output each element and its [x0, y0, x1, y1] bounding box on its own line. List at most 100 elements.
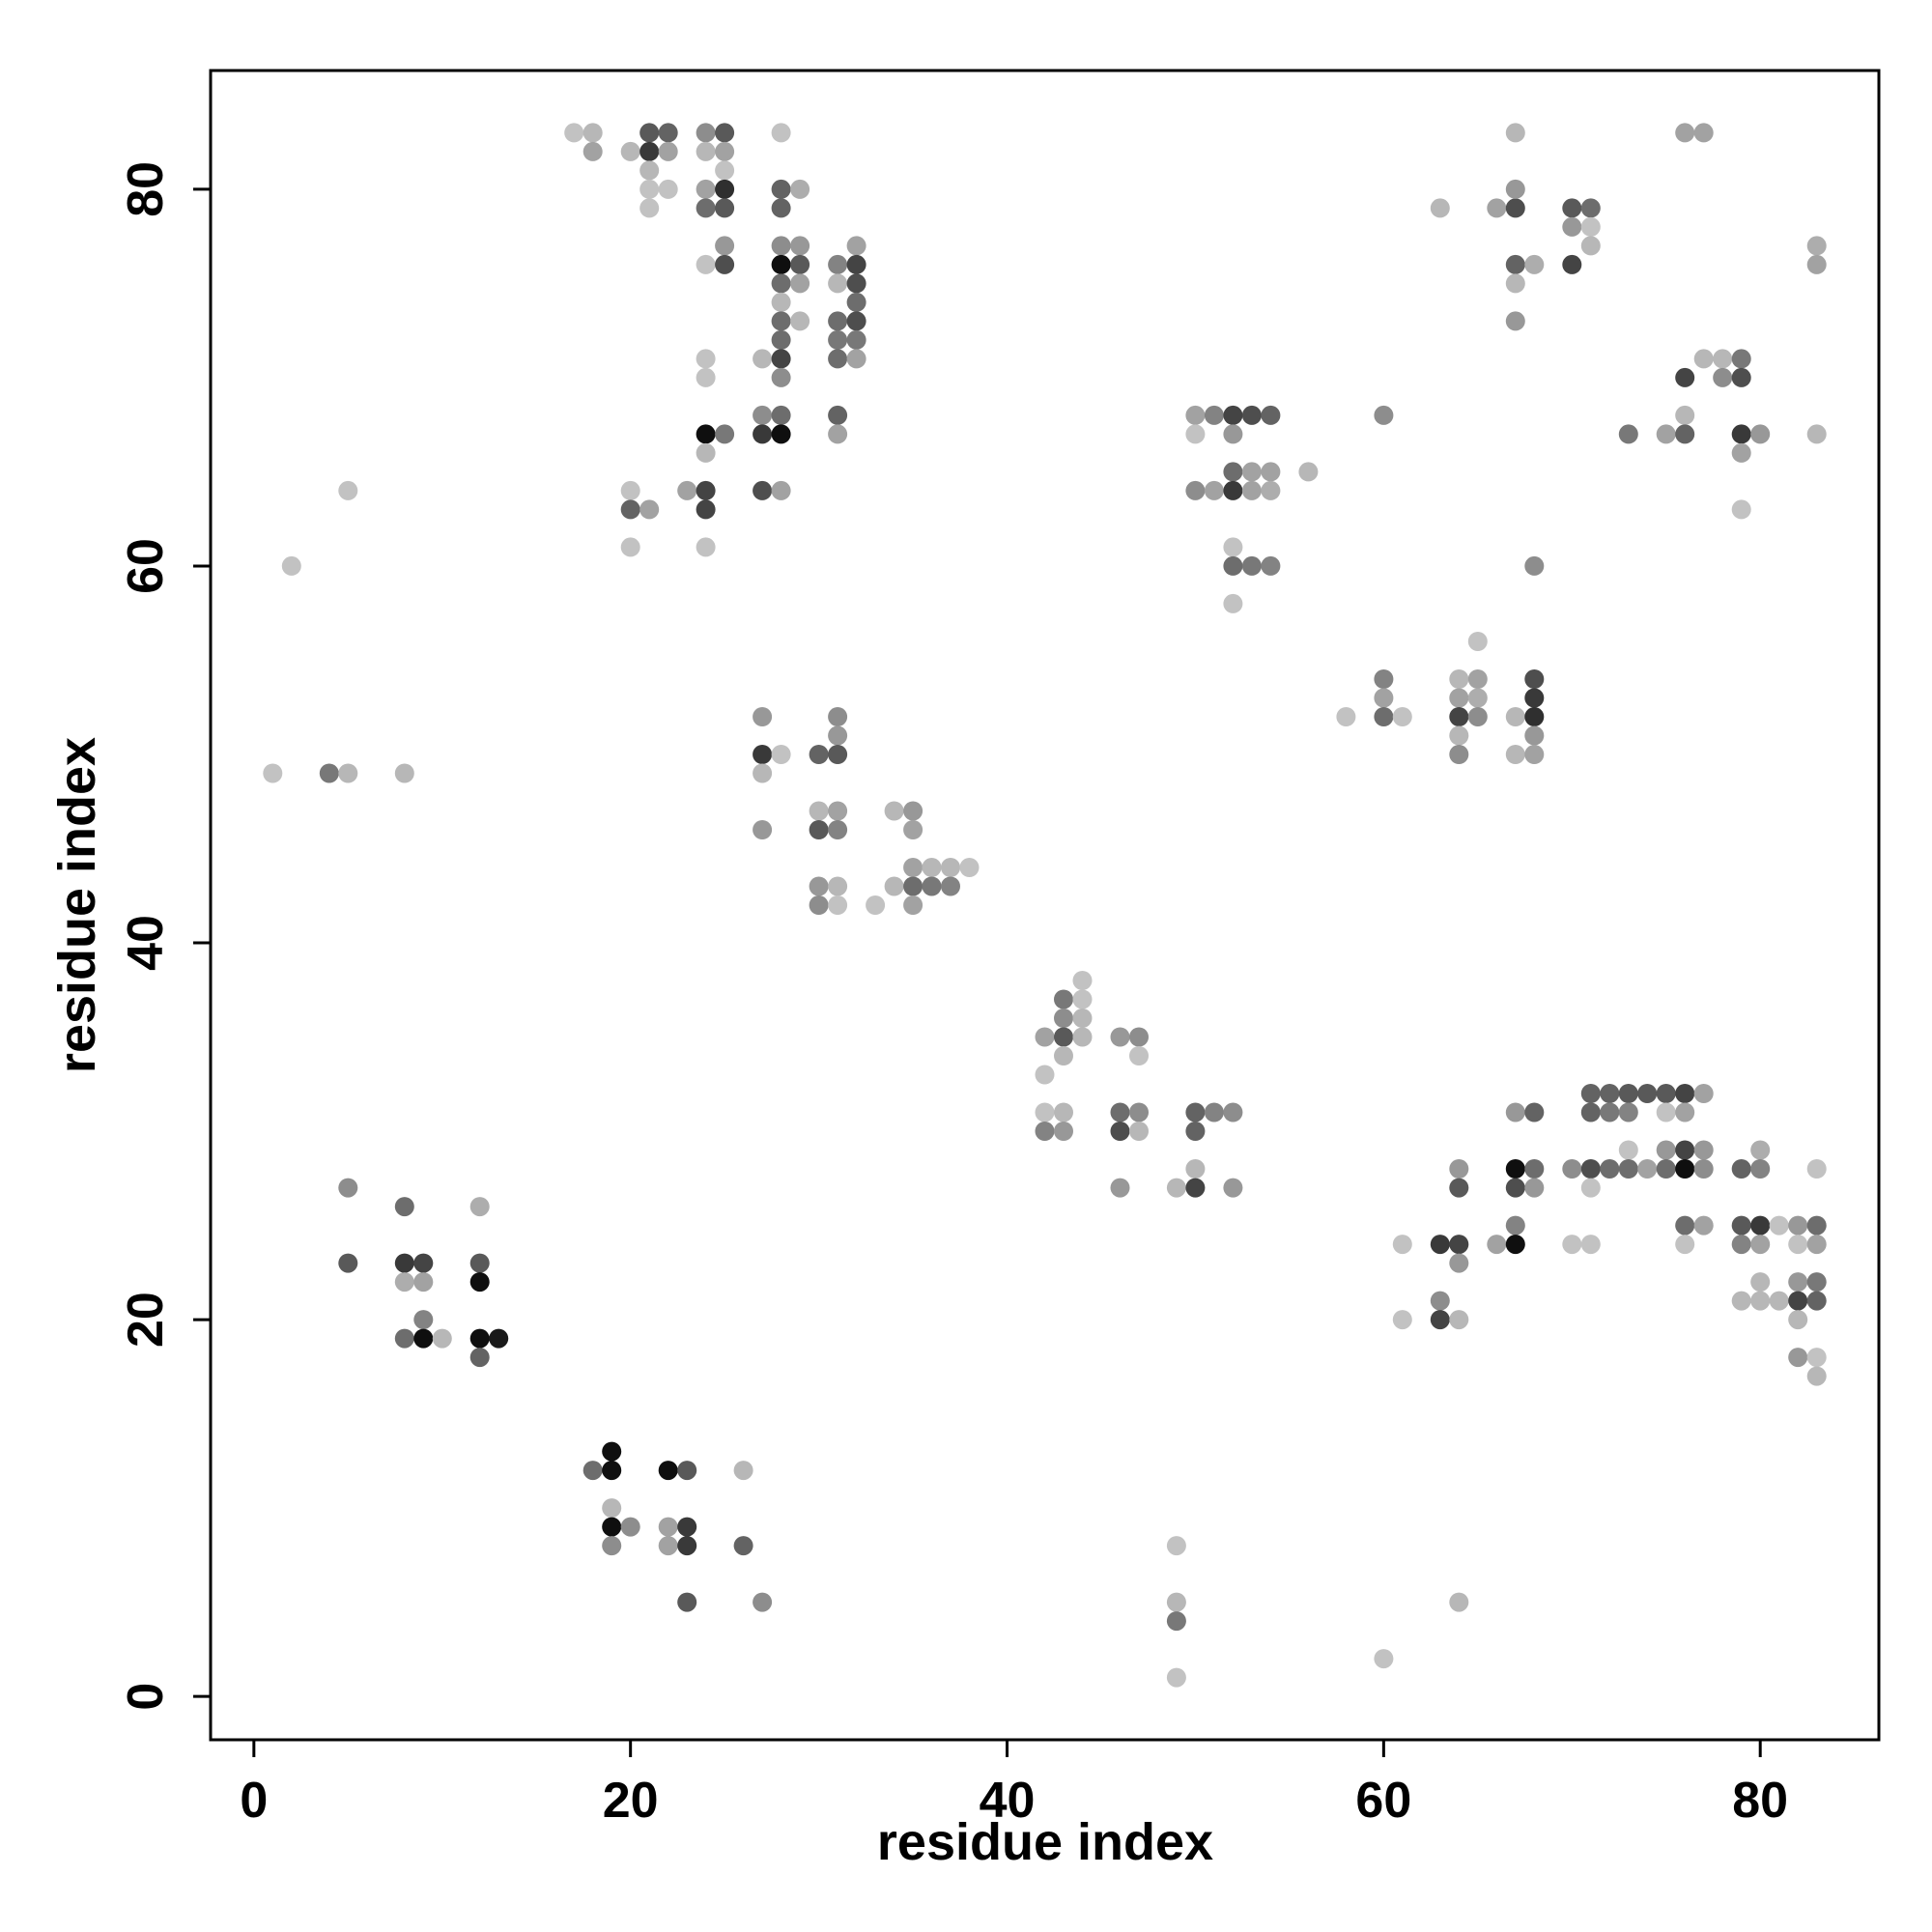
data-point-209: [1467, 688, 1488, 708]
data-point-63: [771, 367, 791, 387]
data-point-149: [1110, 1122, 1130, 1141]
data-point-8: [394, 1197, 414, 1217]
data-point-230: [1580, 198, 1601, 218]
data-point-255: [1806, 236, 1827, 256]
data-point-140: [1035, 1102, 1055, 1122]
data-point-105: [809, 801, 829, 821]
data-point-130: [1054, 1009, 1073, 1028]
data-point-161: [677, 1461, 697, 1481]
data-point-100: [753, 745, 773, 764]
data-point-185: [1185, 424, 1206, 444]
data-point-244: [1731, 349, 1751, 369]
data-point-175: [1166, 1592, 1186, 1612]
data-point-330: [1806, 1348, 1827, 1368]
data-point-208: [1449, 688, 1469, 708]
x-axis-title: residue index: [877, 1813, 1213, 1871]
data-point-2: [319, 763, 339, 783]
data-point-64: [828, 254, 848, 274]
data-point-192: [1204, 480, 1224, 500]
data-point-34: [639, 198, 660, 218]
data-point-28: [658, 123, 678, 143]
data-point-285: [1731, 1159, 1751, 1179]
data-point-48: [771, 179, 791, 199]
data-point-267: [1618, 1102, 1638, 1122]
data-point-12: [413, 1272, 434, 1293]
data-point-73: [846, 329, 867, 350]
data-point-312: [1750, 1235, 1771, 1255]
data-point-66: [846, 254, 867, 274]
data-point-216: [1505, 707, 1525, 726]
data-point-51: [771, 236, 791, 256]
data-point-37: [696, 141, 716, 161]
data-point-44: [715, 236, 735, 256]
data-point-156: [1223, 1178, 1243, 1198]
data-point-132: [1035, 1027, 1055, 1047]
data-point-52: [790, 236, 810, 256]
data-point-131: [1072, 1009, 1093, 1028]
data-point-74: [828, 349, 848, 369]
data-point-303: [1392, 1235, 1412, 1255]
data-point-11: [394, 1272, 414, 1293]
y-axis: 0 20 40 60 80: [118, 161, 211, 1711]
data-point-136: [1129, 1027, 1149, 1047]
data-point-109: [753, 820, 773, 839]
data-point-16: [432, 1328, 452, 1349]
data-point-150: [1129, 1122, 1149, 1141]
data-point-126: [903, 895, 923, 915]
data-point-146: [1223, 1102, 1243, 1122]
data-point-168: [602, 1536, 622, 1556]
data-point-98: [828, 707, 848, 726]
data-point-89: [639, 499, 660, 520]
data-point-181: [1204, 405, 1224, 425]
data-point-45: [696, 254, 716, 274]
data-point-122: [941, 876, 960, 896]
data-point-134: [1072, 1027, 1093, 1047]
data-point-306: [1487, 1235, 1507, 1255]
data-point-116: [959, 858, 980, 877]
data-point-326: [1430, 1310, 1450, 1330]
data-point-102: [809, 745, 829, 764]
data-point-56: [790, 273, 810, 294]
data-point-241: [1675, 367, 1695, 387]
data-point-268: [1656, 1102, 1676, 1122]
data-point-210: [1524, 688, 1545, 708]
data-point-197: [1223, 555, 1243, 576]
data-point-20: [469, 1328, 490, 1349]
data-point-202: [1467, 632, 1488, 651]
data-point-163: [602, 1498, 622, 1519]
data-point-243: [1713, 349, 1733, 369]
data-point-283: [1675, 1159, 1695, 1179]
data-point-188: [1241, 462, 1262, 482]
data-point-141: [1054, 1102, 1073, 1122]
data-point-294: [1580, 1178, 1601, 1198]
data-point-198: [1241, 555, 1262, 576]
data-point-275: [1693, 1140, 1714, 1160]
data-point-307: [1505, 1235, 1525, 1255]
data-point-231: [1562, 216, 1582, 237]
data-point-42: [696, 198, 716, 218]
data-point-256: [1806, 254, 1827, 274]
data-point-246: [1731, 367, 1751, 387]
data-point-77: [696, 367, 716, 387]
data-point-269: [1675, 1102, 1695, 1122]
data-point-264: [1693, 1084, 1714, 1103]
data-point-39: [715, 160, 735, 181]
data-point-118: [828, 876, 848, 896]
data-point-214: [1449, 707, 1469, 726]
data-point-250: [1675, 424, 1695, 444]
data-point-289: [1505, 1159, 1525, 1179]
data-point-165: [620, 1517, 640, 1537]
data-point-262: [1656, 1084, 1676, 1103]
data-point-179: [1449, 1592, 1469, 1612]
data-point-123: [809, 895, 829, 915]
data-point-96: [696, 537, 716, 557]
data-point-287: [1806, 1159, 1827, 1179]
data-point-298: [1731, 1215, 1751, 1236]
data-point-257: [1806, 424, 1827, 444]
data-point-305: [1449, 1235, 1469, 1255]
data-point-242: [1693, 349, 1714, 369]
data-point-295: [1505, 1215, 1525, 1236]
data-point-299: [1750, 1215, 1771, 1236]
data-point-309: [1580, 1235, 1601, 1255]
data-point-254: [1731, 499, 1751, 520]
